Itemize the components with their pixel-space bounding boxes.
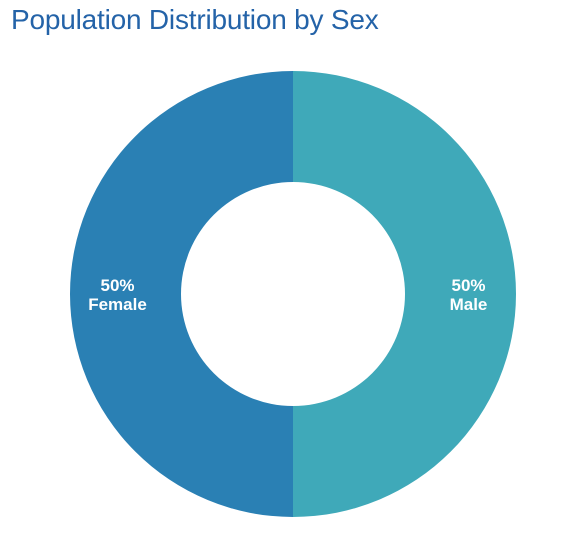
slice-label-male: 50% Male — [450, 276, 488, 314]
slice-label-female: 50% Female — [88, 276, 147, 314]
donut-slices — [70, 71, 516, 517]
slice-female — [70, 71, 293, 517]
slice-value-female: 50% — [100, 276, 134, 295]
slice-male — [293, 71, 516, 517]
chart-title: Population Distribution by Sex — [11, 4, 379, 35]
slice-value-male: 50% — [451, 276, 485, 295]
slice-name-male: Male — [450, 295, 488, 314]
slice-name-female: Female — [88, 295, 147, 314]
